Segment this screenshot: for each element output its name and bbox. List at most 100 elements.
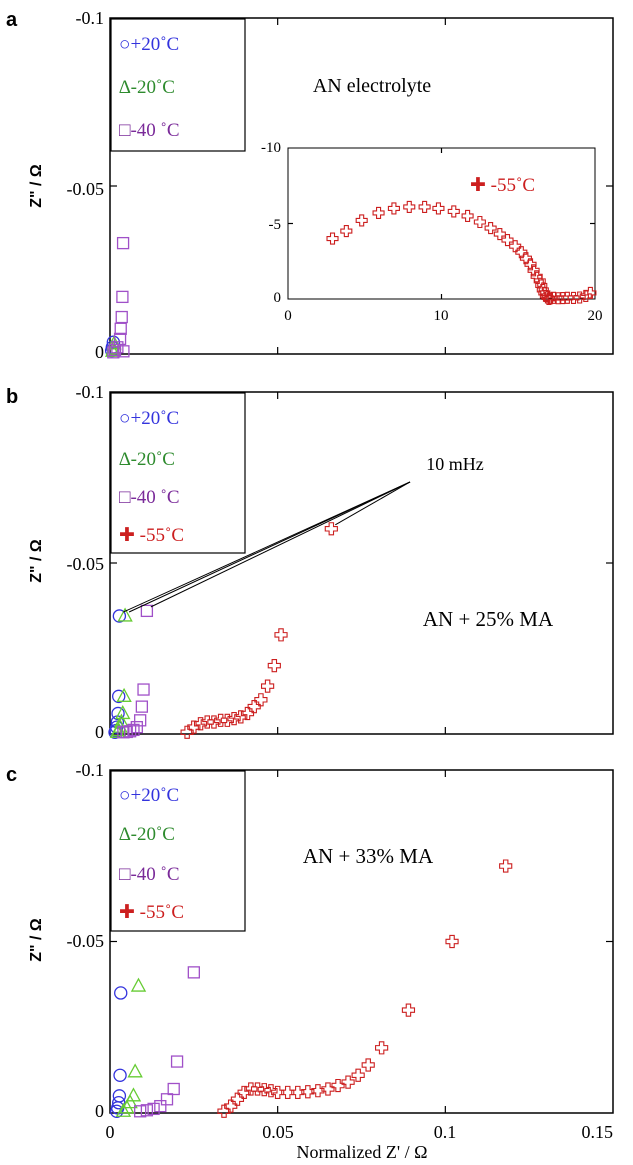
panel-b-point-square <box>140 604 154 618</box>
panel-b-point-triangle <box>116 687 132 702</box>
panel-b-point-cross <box>261 679 275 693</box>
inset-point-cross <box>447 205 460 218</box>
inset-point-cross <box>509 240 522 253</box>
panel-b-point-cross <box>180 725 194 739</box>
xtick-0.15: 0.15 <box>582 1122 614 1142</box>
inset-xtick-0: 0 <box>284 308 292 324</box>
panel-c-ytick-top: -0.1 <box>76 760 105 780</box>
panel-b-point-cross <box>247 700 261 714</box>
panel-c-point-cross <box>351 1068 365 1082</box>
panel-b-point-triangle <box>117 607 133 622</box>
panel-b-point-cross <box>234 710 248 724</box>
panel-b-point-cross <box>207 715 221 729</box>
panel-a-point-square <box>114 322 127 335</box>
inset-point-cross <box>484 221 497 235</box>
panel-b-letter: b <box>6 386 18 408</box>
inset-point-cross <box>355 214 368 227</box>
panel-c-point-square <box>170 1055 184 1068</box>
panel-b-point-circle <box>112 689 126 704</box>
panel-b-legend-m55: ✚ -55˚C <box>119 525 184 546</box>
panel-a-point-square <box>113 332 127 346</box>
panel-a-annotation: AN electrolyte <box>313 75 431 97</box>
panel-a-point-square <box>116 236 130 250</box>
panel-b-point-square <box>120 725 133 739</box>
xtick-0: 0 <box>106 1122 115 1142</box>
panel-c-annotation: AN + 33% MA <box>303 844 434 868</box>
pointer-line-3 <box>335 481 411 526</box>
inset-plot-area <box>287 147 596 300</box>
panel-c-point-cross <box>291 1085 305 1100</box>
panel-b-legend-p20: ○+20˚C <box>119 408 179 429</box>
panel-c-legend-p20: ○+20˚C <box>119 785 179 806</box>
panel-a: a -0.1 -0.05 0 Z" / Ω ○+20˚C ∆-20˚C □-40… <box>6 8 614 362</box>
panel-a-ylabel: Z" / Ω <box>28 164 45 208</box>
panel-c-point-cross <box>250 1082 265 1096</box>
panel-c-point-square <box>160 1093 174 1106</box>
panel-c-point-cross <box>375 1041 389 1055</box>
panel-c-legend-m20: ∆-20˚C <box>119 824 175 845</box>
panel-b-point-cross <box>274 628 288 642</box>
inset-point-cross <box>542 292 555 306</box>
inset-point-cross <box>461 209 474 222</box>
panel-c-point-square <box>134 1105 147 1118</box>
panel-a-point-square <box>117 345 130 358</box>
panel-a-point-square <box>116 290 129 304</box>
panel-b-note: 10 mHz <box>426 454 484 474</box>
panel-c-ytick-mid: -0.05 <box>67 931 105 951</box>
panel-b-point-cross <box>227 712 241 726</box>
inset-point-cross <box>573 291 586 304</box>
panel-a-ytick-mid: -0.05 <box>67 179 105 199</box>
panel-c-point-circle <box>112 1096 126 1110</box>
inset-point-cross <box>473 215 486 229</box>
panel-c-point-cross <box>311 1084 325 1098</box>
panel-c-point-circle <box>114 986 128 1000</box>
panel-b-point-triangle <box>115 704 131 720</box>
panel-a-legend-p20: ○+20˚C <box>119 34 179 55</box>
panel-b-point-cross <box>267 659 281 673</box>
panel-c-marks <box>110 770 613 1118</box>
panel-c-point-cross <box>361 1058 375 1072</box>
panel-c-legend-m55: ✚ -55˚C <box>119 902 184 923</box>
panel-b-point-square <box>127 723 140 737</box>
pointer-line-2 <box>150 481 411 608</box>
panel-c-legend-box <box>110 770 246 932</box>
panel-c-point-circle <box>112 1089 127 1103</box>
panel-c-point-triangle <box>130 977 147 992</box>
panel-b-point-square <box>134 714 147 727</box>
panel-a-letter: a <box>6 9 18 31</box>
panel-b-point-square <box>130 721 143 734</box>
panel-b-point-square <box>123 725 137 738</box>
panel-b-point-cross <box>324 522 338 536</box>
panel-c-point-cross <box>264 1084 278 1098</box>
panel-c-point-cross <box>321 1082 335 1096</box>
panel-a-inset: -10 -5 0 0 10 20 ✚ -55˚C <box>261 140 603 324</box>
panel-b-point-cross <box>187 720 201 734</box>
panel-b-point-cross <box>193 717 208 731</box>
panel-b-point-cross <box>254 693 268 707</box>
panel-c-point-square <box>187 966 200 979</box>
panel-c-point-cross <box>499 859 513 873</box>
inset-point-cross <box>515 246 528 259</box>
panel-b-point-cross <box>220 713 234 727</box>
panel-a-ytick-zero: 0 <box>95 342 104 362</box>
panel-b-annotation: AN + 25% MA <box>423 607 554 631</box>
x-axis-label: Normalized Z' / Ω <box>296 1142 427 1162</box>
panel-a-marks <box>104 18 613 359</box>
inset-ytick-top: -10 <box>261 140 281 156</box>
panel-c-point-square <box>154 1099 167 1113</box>
panel-c: c -0.1 -0.05 0 Z" / Ω 0 0.05 0.1 0.15 No… <box>6 760 614 1162</box>
panel-b-point-cross <box>240 706 255 721</box>
panel-a-ytick-top: -0.1 <box>76 8 105 28</box>
panel-c-point-cross <box>224 1099 238 1113</box>
panel-b-legend-box <box>110 392 246 554</box>
panel-c-letter: c <box>6 764 17 786</box>
panel-a-legend-box <box>110 18 246 152</box>
panel-c-point-cross <box>271 1085 285 1100</box>
inset-ytick-mid: -5 <box>269 217 282 233</box>
panel-c-ylabel: Z" / Ω <box>28 918 45 962</box>
panel-c-point-cross <box>281 1085 295 1100</box>
inset-point-cross <box>432 202 445 215</box>
panel-b: b -0.1 -0.05 0 Z" / Ω ○+20˚C ∆-20˚C □-40… <box>6 382 614 742</box>
panel-b-ytick-mid: -0.05 <box>67 554 105 574</box>
